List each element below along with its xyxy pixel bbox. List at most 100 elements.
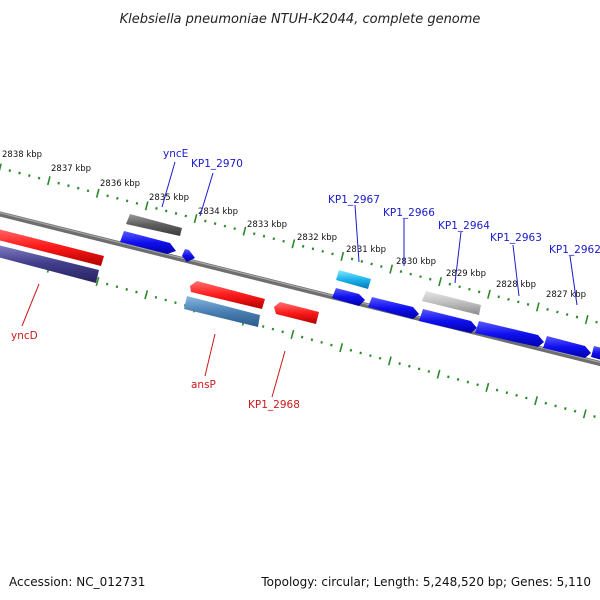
label-yncE[interactable]: yncE — [163, 148, 188, 160]
minor-tick — [408, 364, 411, 368]
minor-tick — [57, 181, 60, 185]
minor-tick — [380, 265, 383, 268]
minor-tick — [320, 340, 323, 344]
gene-KP1_2962[interactable] — [543, 336, 591, 358]
leader-lines — [21, 161, 578, 398]
major-tick — [144, 290, 149, 300]
tick-label: 2836 kbp — [100, 179, 140, 189]
gene-KP1_2970[interactable] — [120, 231, 176, 254]
leader-yncD — [21, 283, 40, 327]
minor-tick — [495, 388, 499, 392]
upper-tick-track — [0, 163, 598, 325]
major-tick — [95, 188, 100, 198]
gene-blue-b[interactable] — [419, 309, 477, 333]
tick-labels: 2838 kbp 2837 kbp 2836 kbp 2835 kbp 2834… — [2, 150, 586, 300]
minor-tick — [115, 285, 119, 289]
minor-tick — [429, 277, 432, 281]
label-KP1_2968[interactable]: KP1_2968 — [248, 399, 300, 411]
minor-tick — [271, 327, 275, 331]
genome-backbone — [0, 211, 600, 367]
minor-tick — [135, 290, 138, 294]
minor-tick — [261, 325, 265, 328]
gene-KP1_2967[interactable] — [336, 270, 371, 289]
label-KP1_2962[interactable]: KP1_2962 — [549, 244, 600, 256]
minor-tick — [448, 282, 452, 286]
tick-label: 2830 kbp — [396, 257, 436, 267]
minor-tick — [458, 285, 461, 289]
genome-summary-text: Topology: circular; Length: 5,248,520 bp… — [260, 575, 591, 589]
gene-yncE[interactable] — [126, 214, 182, 236]
major-tick — [389, 264, 394, 274]
minor-tick — [497, 295, 500, 299]
leader-KP1_2970 — [199, 172, 214, 217]
minor-tick — [300, 335, 304, 339]
minor-tick — [67, 184, 70, 188]
minor-tick — [154, 295, 158, 299]
minor-tick — [184, 214, 188, 218]
leader-KP1_2962 — [569, 255, 578, 306]
leader-KP1_2967 — [354, 204, 360, 263]
minor-tick — [526, 303, 530, 306]
major-tick — [242, 226, 247, 236]
gene-blue-a[interactable] — [332, 288, 365, 306]
minor-tick — [213, 222, 217, 225]
minor-tick — [252, 232, 256, 236]
minor-tick — [515, 393, 518, 397]
gene-yncD[interactable] — [0, 243, 99, 283]
minor-tick — [359, 351, 362, 355]
minor-tick — [28, 174, 31, 177]
minor-tick — [399, 270, 403, 273]
minor-tick — [105, 282, 109, 286]
minor-tick — [18, 171, 21, 175]
major-tick — [535, 302, 540, 312]
major-tick — [46, 176, 51, 186]
minor-tick — [544, 401, 548, 405]
label-KP1_2967[interactable]: KP1_2967 — [328, 194, 380, 206]
minor-tick — [301, 244, 305, 248]
minor-tick — [595, 320, 598, 324]
major-tick — [291, 239, 296, 249]
label-KP1_2966[interactable]: KP1_2966 — [383, 207, 435, 219]
major-tick — [144, 201, 149, 211]
label-KP1_2963[interactable]: KP1_2963 — [490, 232, 542, 244]
gene-red-b[interactable] — [190, 281, 265, 309]
minor-tick — [505, 391, 509, 395]
minor-tick — [310, 338, 314, 342]
major-tick — [193, 213, 198, 224]
gene-KP1_2966[interactable] — [368, 297, 419, 319]
gene-small-blue[interactable] — [182, 249, 195, 262]
gene-KP1_2968[interactable] — [274, 302, 319, 324]
label-yncD[interactable]: yncD — [11, 330, 38, 342]
gene-ansP[interactable] — [184, 296, 260, 327]
minor-tick — [477, 290, 481, 294]
minor-tick — [331, 252, 334, 256]
minor-tick — [321, 249, 324, 253]
minor-tick — [116, 196, 119, 200]
minor-tick — [398, 362, 401, 365]
minor-tick — [565, 313, 569, 316]
minor-tick — [517, 300, 520, 304]
gene-red-a[interactable] — [0, 227, 104, 266]
label-KP1_2964[interactable]: KP1_2964 — [438, 220, 490, 232]
minor-tick — [378, 356, 382, 360]
minor-tick — [573, 409, 577, 413]
minor-tick — [311, 247, 315, 251]
major-tick — [534, 396, 539, 406]
label-KP1_2970[interactable]: KP1_2970 — [191, 158, 243, 170]
minor-tick — [155, 207, 158, 210]
major-tick — [95, 276, 100, 287]
major-tick — [487, 289, 491, 299]
major-tick — [387, 356, 392, 366]
minor-tick — [272, 237, 276, 241]
minor-tick — [37, 176, 41, 180]
minor-tick — [106, 194, 109, 198]
gene-edge-blue[interactable] — [591, 346, 600, 360]
minor-tick — [223, 224, 227, 228]
major-tick — [339, 343, 344, 353]
label-ansP[interactable]: ansP — [191, 379, 216, 391]
gene-KP1_2963[interactable] — [475, 321, 544, 347]
gene-KP1_2964[interactable] — [422, 291, 481, 315]
minor-tick — [507, 297, 510, 301]
minor-tick — [281, 330, 284, 334]
map-title: Klebsiella pneumoniae NTUH-K2044, comple… — [120, 12, 481, 27]
